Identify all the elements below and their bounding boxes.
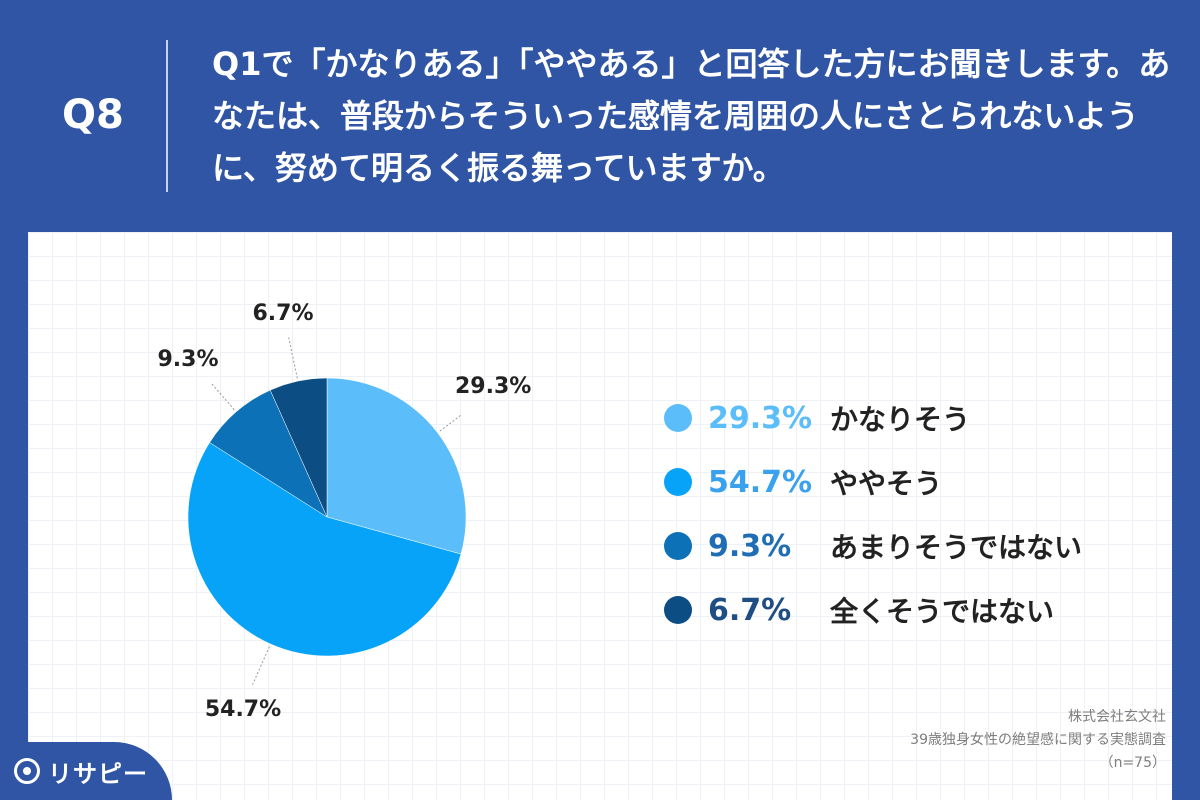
legend-dot-icon [664,532,692,560]
legend-dot-icon [664,596,692,624]
question-number: Q8 [62,92,124,138]
legend-dot-icon [664,404,692,432]
pie-slices [187,377,467,657]
pie-slice [187,442,462,657]
pie-slice [326,377,467,555]
source-sample-size: （n=75） [1099,755,1166,771]
source-survey: 39歳独身女性の絶望感に関する実態調査 [910,732,1166,748]
legend-label: 全くそうではない [830,595,1055,628]
pie-slice [269,377,328,518]
pie-data-label: 29.3% [455,374,531,399]
legend-value: 54.7% [708,464,813,500]
pie-data-label: 9.3% [157,347,218,372]
pin-logo-icon [14,758,40,784]
chart-panel [28,232,1172,800]
chart-legend: 29.3% かなりそう 54.7% ややそう 9.3% あまりそうではない 6.… [664,386,1144,642]
legend-item: 6.7% 全くそうではない [664,578,1144,642]
legend-value: 9.3% [708,528,792,564]
legend-value: 29.3% [708,400,813,436]
pie-leader-line [439,413,463,432]
header-divider [166,40,168,192]
legend-item: 29.3% かなりそう [664,386,1144,450]
legend-label: かなりそう [830,403,971,436]
pie-leader-line [252,646,270,685]
legend-value: 6.7% [708,592,792,628]
pie-leader-lines [210,337,463,685]
pie-leader-line [210,382,235,411]
logo-text: リサピー [48,759,148,788]
question-text: Q1で「かなりある」「ややある」と回答した方にお聞きします。あなたは、普段からそ… [212,45,1171,187]
pie-data-label: 6.7% [252,301,313,326]
legend-item: 54.7% ややそう [664,450,1144,514]
brand-logo: リサピー [0,742,172,800]
question-header: Q8 Q1で「かなりある」「ややある」と回答した方にお聞きします。あなたは、普段… [0,0,1200,232]
source-company: 株式会社玄文社 [1068,709,1166,725]
source-note: 株式会社玄文社 39歳独身女性の絶望感に関する実態調査 （n=75） [910,706,1166,775]
pie-chart: 29.3% 54.7% 9.3% 6.7% [157,301,531,722]
legend-label: ややそう [830,467,943,500]
pie-leader-line [288,337,298,379]
legend-dot-icon [664,468,692,496]
pie-slice [209,389,328,518]
pie-data-labels: 29.3% 54.7% 9.3% 6.7% [157,301,531,722]
pie-data-label: 54.7% [205,697,281,722]
legend-label: あまりそうではない [830,531,1083,564]
legend-item: 9.3% あまりそうではない [664,514,1144,578]
